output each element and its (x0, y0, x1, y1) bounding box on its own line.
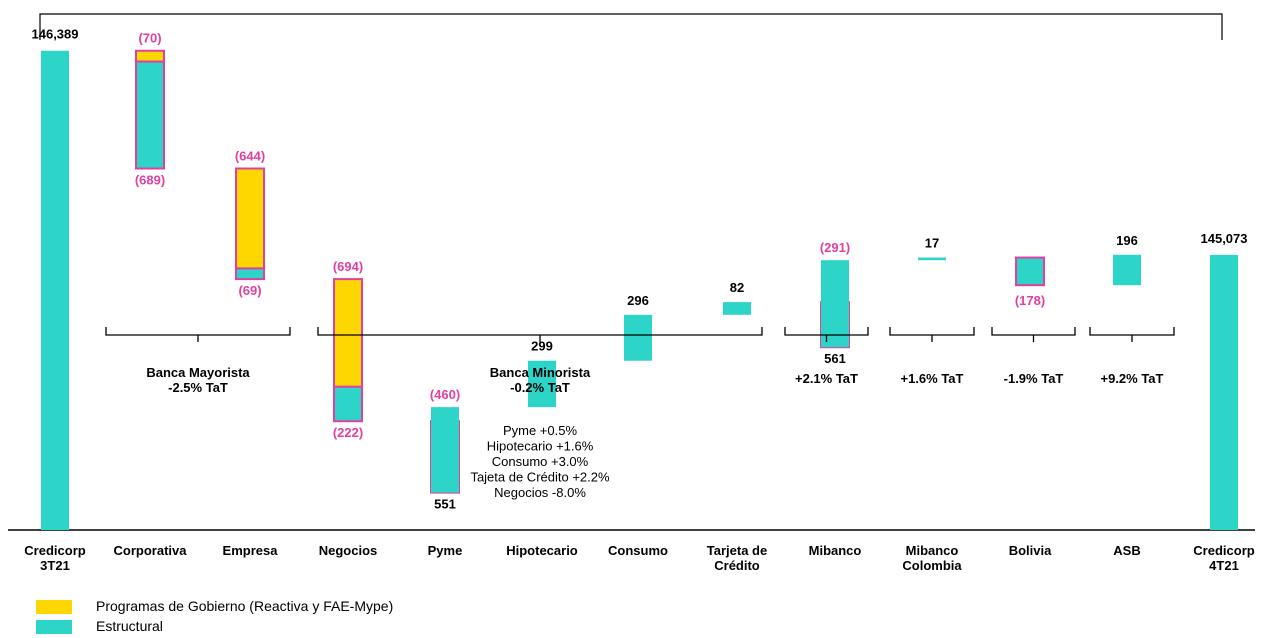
legend-label-gobierno: Programas de Gobierno (Reactiva y FAE-My… (96, 598, 394, 614)
total-bar-c4t21 (1210, 254, 1238, 530)
bar-gobierno-empresa (235, 167, 265, 270)
bracket-asb (1089, 327, 1175, 336)
label-estructural-bolivia: (178) (1015, 293, 1045, 308)
label-estructural-mibanco-colombia: 17 (925, 236, 939, 251)
category-label-consumo: Consumo (608, 543, 668, 558)
bracket-mibanco-colombia (889, 327, 975, 336)
top-bracket (39, 13, 1223, 40)
label-estructural-pyme: 551 (434, 497, 456, 512)
group-label-asb: +9.2% TaT (1101, 371, 1164, 386)
label-estructural-asb: 196 (1116, 233, 1138, 248)
label-gobierno-mibanco: (291) (820, 240, 850, 255)
group-label-banca-minorista: Banca Minorista (490, 365, 591, 380)
bar-gobierno-corporativa (135, 49, 165, 63)
minorista-detail-3: Tajeta de Crédito +2.2% (470, 470, 610, 485)
group-label-bolivia: -1.9% TaT (1004, 371, 1064, 386)
group-label-banca-mayorista-pct: -2.5% TaT (168, 380, 228, 395)
label-estructural-consumo: 296 (627, 293, 649, 308)
category-label-c3t21-1: 3T21 (40, 558, 70, 573)
label-gobierno-negocios: (694) (333, 259, 363, 274)
bar-estructural-negocios (333, 385, 363, 423)
bracket-banca-mayorista (105, 327, 291, 336)
bar-estructural-mibanco (821, 260, 849, 348)
bar-estructural-pyme (431, 407, 459, 493)
category-label-bolivia: Bolivia (1009, 543, 1052, 558)
bar-gobierno-negocios (333, 278, 363, 388)
total-label-c4t21: 145,073 (1201, 231, 1248, 246)
label-gobierno-empresa: (644) (235, 148, 265, 163)
bar-estructural-consumo (624, 314, 652, 361)
minorista-detail-1: Hipotecario +1.6% (487, 439, 594, 454)
label-estructural-corporativa: (689) (135, 172, 165, 187)
label-gobierno-pyme: (460) (430, 387, 460, 402)
category-label-c3t21: Credicorp (24, 543, 85, 558)
group-label-banca-mayorista: Banca Mayorista (146, 365, 250, 380)
bar-estructural-empresa (235, 267, 265, 281)
bracket-banca-minorista (317, 327, 763, 336)
bar-estructural-mibanco-colombia (918, 257, 946, 261)
category-label-mibanco-colombia: Mibanco (906, 543, 959, 558)
category-label-corporativa: Corporativa (114, 543, 188, 558)
category-label-tarjeta: Tarjeta de (707, 543, 767, 558)
label-estructural-tarjeta: 82 (730, 280, 744, 295)
group-label-mibanco-colombia: +1.6% TaT (901, 371, 964, 386)
group-label-mibanco: +2.1% TaT (795, 371, 858, 386)
bracket-bolivia (991, 327, 1076, 336)
category-label-mibanco: Mibanco (809, 543, 862, 558)
category-label-negocios: Negocios (319, 543, 378, 558)
label-estructural-negocios: (222) (333, 425, 363, 440)
label-gobierno-corporativa: (70) (138, 31, 161, 46)
bar-estructural-tarjeta (723, 302, 751, 315)
minorista-detail-0: Pyme +0.5% (503, 423, 578, 438)
bar-estructural-bolivia (1015, 256, 1045, 287)
category-label-pyme: Pyme (428, 543, 463, 558)
category-label-c4t21: Credicorp (1193, 543, 1254, 558)
legend-swatch-gobierno (36, 600, 72, 614)
total-bar-c3t21 (41, 50, 69, 530)
label-estructural-mibanco: 561 (824, 351, 846, 366)
bar-estructural-asb (1113, 254, 1141, 286)
bar-estructural-hipotecario (528, 360, 556, 408)
category-label-asb: ASB (1113, 543, 1140, 558)
label-estructural-empresa: (69) (238, 283, 261, 298)
minorista-detail-4: Negocios -8.0% (494, 485, 586, 500)
minorista-detail-2: Consumo +3.0% (492, 454, 589, 469)
category-label-mibanco-colombia-1: Colombia (902, 558, 962, 573)
category-label-tarjeta-1: Crédito (714, 558, 760, 573)
label-estructural-hipotecario: 299 (531, 339, 553, 354)
group-label-banca-minorista-pct: -0.2% TaT (510, 380, 570, 395)
legend-label-estructural: Estructural (96, 618, 163, 634)
total-label-c3t21: 146,389 (32, 27, 79, 42)
category-label-hipotecario: Hipotecario (506, 543, 578, 558)
category-label-empresa: Empresa (223, 543, 279, 558)
legend-swatch-estructural (36, 620, 72, 634)
bar-estructural-corporativa (135, 60, 165, 170)
category-label-c4t21-1: 4T21 (1209, 558, 1239, 573)
